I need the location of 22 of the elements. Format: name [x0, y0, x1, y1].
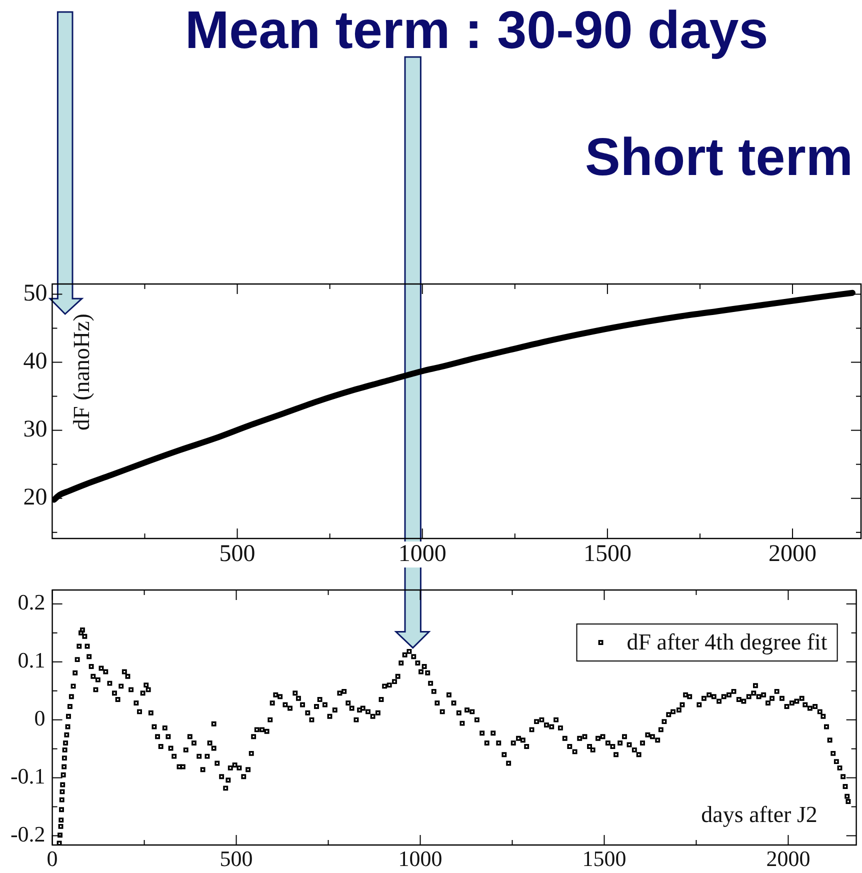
y-tick-label: -0.2 — [10, 822, 46, 847]
y-tick-label: 50 — [23, 280, 48, 307]
x-tick-label: 2000 — [768, 540, 817, 567]
x-tick-label: 2000 — [766, 846, 810, 871]
y-tick-label: 40 — [23, 348, 48, 375]
text: Mean term : 30-90 days — [185, 1, 768, 60]
x-tick-label: 1000 — [398, 846, 442, 871]
y-tick-label: 20 — [23, 484, 48, 511]
x-tick-label: 500 — [219, 540, 256, 567]
y-axis-title: dF (nanoHz) — [69, 314, 94, 430]
y-tick-label: 0.2 — [18, 590, 46, 615]
x-tick-label: 1500 — [583, 540, 632, 567]
y-tick-label: 0 — [34, 706, 46, 731]
x-tick-label: 500 — [220, 846, 253, 871]
text: Short term — [585, 128, 853, 187]
y-tick-label: 30 — [23, 416, 48, 443]
y-tick-label: -0.1 — [10, 764, 46, 789]
x-axis-title: days after J2 — [701, 802, 818, 828]
x-tick-label: 1000 — [398, 540, 446, 567]
legend-label: dF after 4th degree fit — [626, 630, 828, 655]
y-tick-label: 0.1 — [18, 648, 46, 673]
x-tick-label: 1500 — [582, 846, 626, 871]
